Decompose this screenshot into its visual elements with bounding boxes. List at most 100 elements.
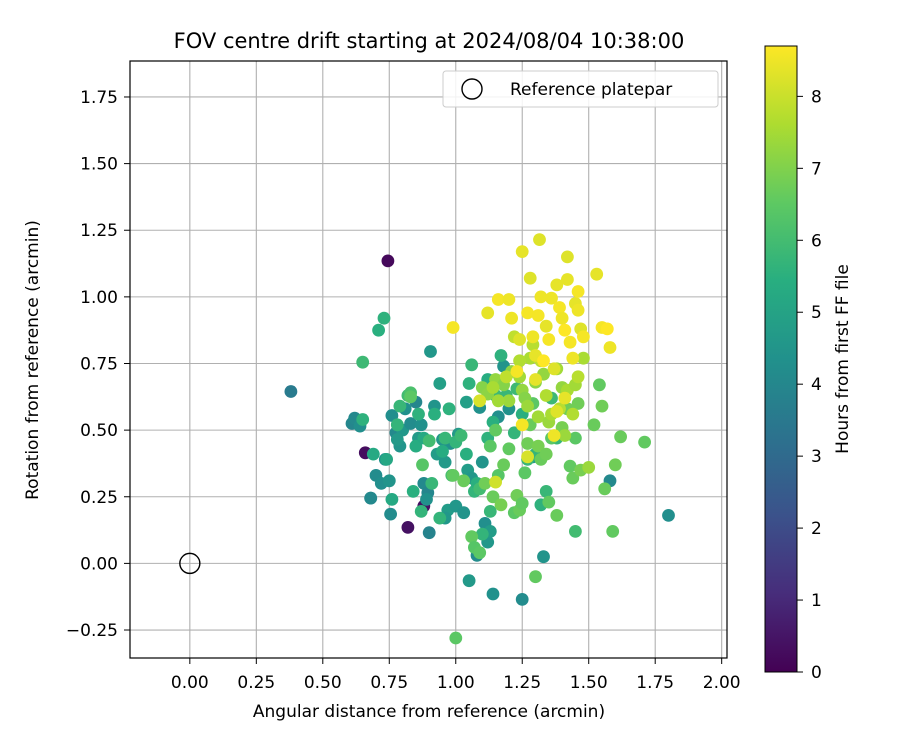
y-tick-label: 1.25 (80, 221, 118, 241)
x-tick-label: 1.75 (636, 673, 674, 693)
data-point (566, 471, 580, 485)
data-point (502, 394, 516, 408)
data-point (460, 395, 473, 409)
grid-lines (130, 61, 727, 658)
data-point (539, 485, 553, 498)
data-point (462, 574, 476, 588)
data-point (356, 355, 370, 369)
data-point (481, 306, 495, 320)
chart-title: FOV centre drift starting at 2024/08/04 … (174, 29, 685, 53)
colorbar-tick-label: 6 (811, 231, 822, 251)
data-point (475, 455, 489, 469)
data-point (566, 407, 580, 421)
data-point (545, 291, 558, 305)
data-point (561, 273, 574, 286)
data-point (569, 525, 582, 538)
data-point (420, 493, 433, 506)
data-point (515, 418, 529, 432)
colorbar-tick-label: 5 (811, 303, 822, 323)
data-point (529, 373, 542, 386)
data-point (577, 351, 590, 365)
data-point (595, 399, 609, 413)
data-point (489, 475, 502, 489)
data-point (547, 362, 561, 376)
data-point (284, 385, 298, 398)
colorbar-label: Hours from first FF file (833, 264, 853, 454)
data-point (502, 442, 516, 456)
data-point (494, 349, 508, 362)
data-point (478, 477, 492, 490)
data-point (483, 505, 497, 518)
data-point (521, 399, 534, 413)
data-point (449, 631, 463, 645)
data-point (558, 429, 572, 442)
data-point (590, 267, 604, 281)
data-point (569, 431, 582, 445)
data-point (521, 306, 534, 320)
data-point (454, 429, 468, 442)
x-tick-label: 1.50 (570, 673, 608, 693)
data-point (515, 497, 529, 510)
data-point (518, 466, 532, 480)
x-tick-label: 2.00 (703, 673, 741, 693)
data-point (542, 333, 556, 346)
data-point (534, 290, 548, 304)
legend-box (442, 70, 719, 108)
data-point (566, 351, 580, 365)
data-point (494, 498, 508, 512)
legend-label-reference-platepar: Reference platepar (510, 80, 672, 100)
data-point (571, 285, 585, 298)
data-point (558, 323, 572, 337)
data-point (436, 445, 449, 458)
legend: Reference platepar (442, 70, 719, 108)
data-point (571, 303, 585, 317)
data-point (593, 378, 606, 392)
data-point (416, 458, 429, 472)
colorbar-tick-label: 7 (811, 159, 822, 179)
colorbar (764, 45, 798, 673)
data-point (356, 413, 370, 426)
data-point (486, 490, 500, 504)
y-tick-label: 0.75 (80, 354, 118, 374)
data-point (587, 418, 601, 432)
data-point (401, 521, 415, 534)
data-point (486, 381, 500, 394)
data-point (475, 527, 489, 541)
data-point (499, 370, 513, 384)
data-point (531, 309, 545, 322)
data-point (446, 321, 460, 334)
data-point (438, 455, 452, 469)
colorbar-ticks: 0 1 2 3 4 5 6 7 8 (797, 87, 822, 683)
data-point (571, 397, 585, 410)
data-point (404, 417, 417, 430)
data-point (533, 233, 546, 247)
legend-reference-marker (461, 78, 483, 100)
data-point (513, 354, 526, 368)
data-point (515, 593, 529, 606)
data-point (510, 365, 524, 378)
data-point (526, 330, 540, 344)
data-point (577, 330, 590, 344)
data-point (424, 345, 437, 358)
data-point (412, 407, 425, 421)
data-point (662, 509, 675, 522)
data-point (382, 474, 396, 488)
y-axis-label: Rotation from reference (arcmin) (23, 220, 43, 500)
data-point (366, 447, 380, 461)
data-point (521, 450, 534, 464)
data-point (505, 311, 518, 325)
data-point (380, 453, 393, 466)
data-point (406, 485, 420, 498)
data-point (409, 439, 423, 453)
y-axis-ticks: −0.25 0.00 0.25 0.50 0.75 1.00 1.25 1.50 1.75 (66, 88, 130, 641)
data-point (385, 409, 399, 422)
data-point (600, 322, 614, 336)
data-point (523, 271, 537, 285)
data-point (457, 474, 471, 488)
data-point (563, 335, 577, 349)
data-point (547, 429, 561, 442)
data-point (446, 469, 460, 482)
data-point (460, 447, 473, 461)
data-point (414, 505, 428, 518)
data-point (553, 301, 566, 314)
